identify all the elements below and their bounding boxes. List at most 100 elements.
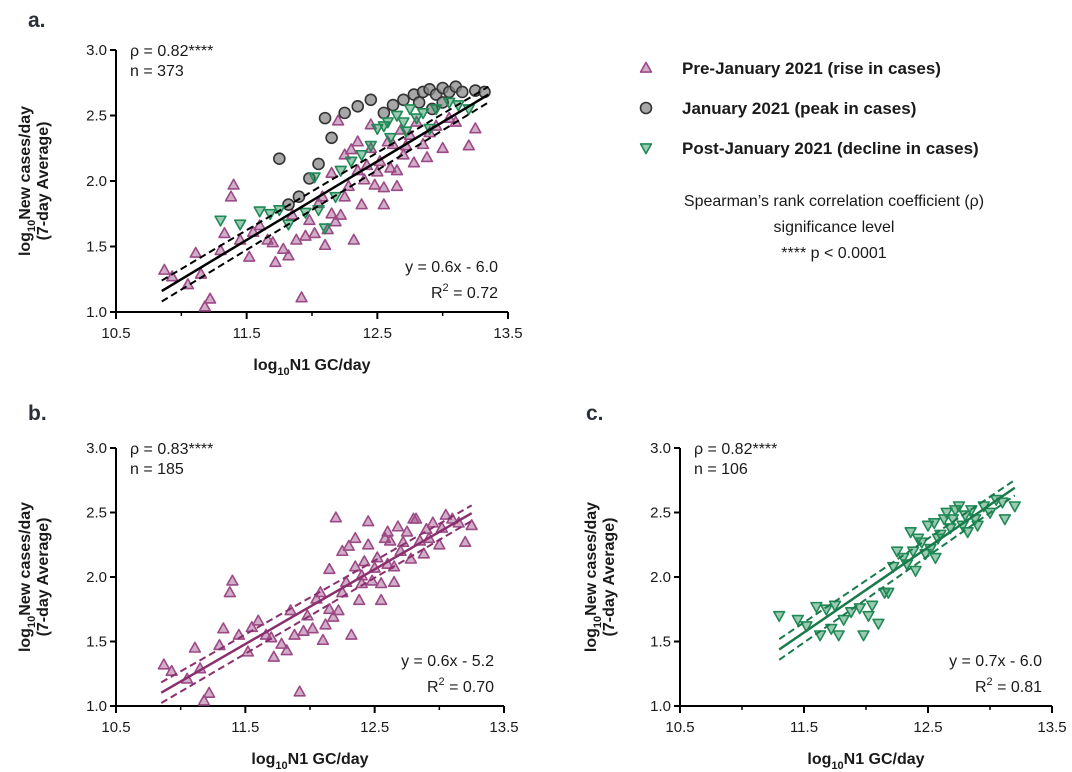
rho-annotation: ρ = 0.83**** xyxy=(130,441,213,458)
x-tick-label: 11.5 xyxy=(231,719,259,736)
y-axis-title-line2: (7-day Average) xyxy=(601,518,618,637)
data-point xyxy=(325,207,338,219)
data-point xyxy=(158,263,171,275)
data-point xyxy=(407,156,421,168)
panel-letter: a. xyxy=(28,9,46,32)
rho-annotation: ρ = 0.82**** xyxy=(694,441,777,458)
data-point xyxy=(293,685,306,697)
x-axis-title: log10N1 GC/day xyxy=(807,751,924,772)
y-axis-title: log10New cases/day xyxy=(17,106,38,256)
y-axis-title: log10New cases/day xyxy=(17,502,38,652)
data-point xyxy=(233,219,247,231)
data-point xyxy=(329,215,342,227)
data-point xyxy=(338,190,351,202)
y-tick-label: 3.0 xyxy=(86,42,107,59)
data-point xyxy=(323,602,336,615)
data-point xyxy=(383,534,397,546)
data-point xyxy=(1008,501,1022,513)
legend-marker xyxy=(639,61,653,73)
confidence-band-line xyxy=(778,479,1016,641)
data-point xyxy=(295,291,308,303)
data-point xyxy=(223,586,237,598)
data-point xyxy=(455,85,469,99)
data-point xyxy=(862,610,875,623)
data-point xyxy=(214,215,227,227)
data-point xyxy=(351,135,364,147)
data-point xyxy=(198,300,212,312)
data-point xyxy=(390,110,404,122)
data-point xyxy=(312,196,325,209)
data-point xyxy=(217,622,230,634)
data-point xyxy=(416,108,430,120)
data-point xyxy=(882,587,895,599)
confidence-band-line xyxy=(160,520,473,704)
data-point xyxy=(399,126,413,138)
y-axis-title-line2: (7-day Average) xyxy=(35,518,52,637)
data-point xyxy=(390,164,404,176)
data-point xyxy=(345,628,358,640)
regression-line xyxy=(161,93,490,293)
data-point xyxy=(442,97,456,109)
legend-marker xyxy=(639,101,653,115)
y-tick-label: 1.5 xyxy=(86,634,107,651)
data-point xyxy=(266,236,280,248)
data-point xyxy=(344,143,358,155)
data-point xyxy=(971,520,984,532)
data-point xyxy=(218,227,231,239)
data-point xyxy=(157,658,171,670)
data-point xyxy=(409,512,423,524)
x-tick-label: 12.5 xyxy=(913,719,942,736)
confidence-band-line xyxy=(160,504,473,684)
confidence-band-line xyxy=(161,85,489,282)
x-axis-title: log10N1 GC/day xyxy=(253,357,370,378)
data-point xyxy=(312,157,325,171)
data-point xyxy=(334,208,347,220)
y-tick-label: 2.5 xyxy=(86,505,107,522)
data-point xyxy=(410,113,423,125)
y-tick-label: 2.0 xyxy=(650,569,671,586)
data-point xyxy=(338,106,351,120)
y-tick-label: 3.0 xyxy=(650,440,671,457)
data-point xyxy=(825,623,838,635)
data-point xyxy=(915,537,929,549)
panel-letter: c. xyxy=(586,402,604,425)
data-point xyxy=(390,179,404,192)
data-point xyxy=(227,178,240,190)
y-tick-label: 1.0 xyxy=(86,698,107,715)
x-tick-label: 13.5 xyxy=(493,325,522,342)
data-point xyxy=(387,575,401,588)
data-point xyxy=(165,664,178,677)
data-point xyxy=(243,250,256,262)
data-point xyxy=(332,604,345,616)
x-tick-label: 13.5 xyxy=(489,719,518,736)
significance-note-line1: Spearman’s rank correlation coefficient … xyxy=(684,193,984,210)
data-point xyxy=(318,223,332,235)
data-point xyxy=(426,516,440,528)
data-point xyxy=(810,601,823,614)
data-point xyxy=(371,123,384,135)
data-point xyxy=(386,98,400,112)
chart-panel-1: a. 1.0 1.5 2.0 2.5 3.0 10.5 11.5 12.5 13.5 log10N1… xyxy=(17,9,523,378)
confidence-band-line xyxy=(778,494,1016,661)
n-annotation: n = 373 xyxy=(130,63,184,80)
data-point xyxy=(352,593,366,606)
data-point xyxy=(280,644,293,656)
data-point xyxy=(420,522,433,535)
data-point xyxy=(282,249,295,261)
data-point xyxy=(403,104,417,116)
data-point xyxy=(325,166,338,178)
data-point xyxy=(412,96,426,109)
y-axis-title: log10New cases/day xyxy=(583,502,604,652)
y-tick-label: 1.5 xyxy=(650,634,671,651)
y-tick-label: 1.0 xyxy=(650,698,671,715)
regression-line xyxy=(160,512,473,694)
data-point xyxy=(226,574,239,586)
data-point xyxy=(334,165,347,177)
data-point xyxy=(400,525,414,537)
legend-label: Post-January 2021 (decline in cases) xyxy=(682,139,979,158)
data-point xyxy=(316,633,330,646)
x-tick-label: 12.5 xyxy=(360,719,389,736)
data-point xyxy=(253,206,266,218)
data-point xyxy=(857,630,870,642)
